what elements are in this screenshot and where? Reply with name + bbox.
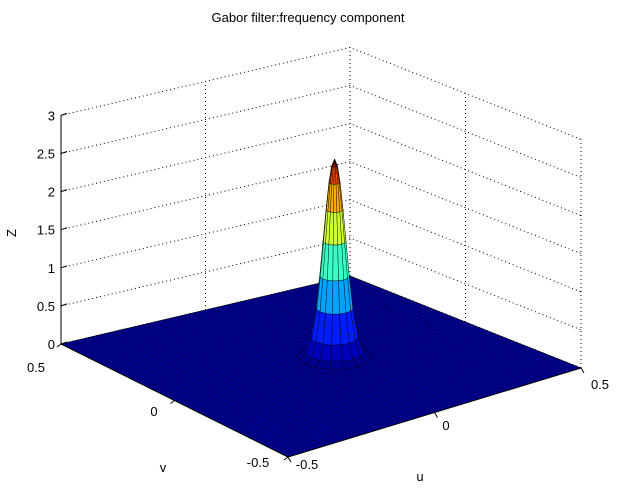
z-tick-mark [60, 227, 68, 231]
z-axis-label: Z [4, 229, 19, 237]
mesh-line [112, 296, 403, 370]
v-tick-mark [56, 343, 62, 348]
z-tick-label: 2.5 [37, 147, 55, 162]
labels: Gabor filter:frequency component00.511.5… [4, 10, 609, 484]
grid-line [60, 237, 582, 331]
v-tick-label: 0 [150, 404, 157, 419]
v-tick-mark [283, 456, 289, 461]
mesh-line [263, 296, 494, 395]
mesh-line [342, 277, 574, 371]
mesh-line [140, 308, 431, 384]
mesh-line [335, 279, 567, 373]
u-tick-mark [580, 367, 585, 374]
peak-face [331, 313, 342, 346]
mesh-line [117, 298, 408, 373]
z-tick-label: 1 [48, 261, 55, 276]
peak [297, 159, 372, 370]
z-tick-mark [60, 303, 68, 307]
v-tick-label: -0.5 [247, 455, 269, 470]
mesh-line [151, 312, 443, 390]
u-tick-label: 0.5 [591, 377, 609, 392]
peak-face [332, 280, 340, 315]
peak-face [329, 361, 345, 370]
z-tick-label: 0.5 [37, 299, 55, 314]
grid-line [60, 84, 582, 178]
chart-title: Gabor filter:frequency component [212, 10, 405, 25]
u-tick-mark [287, 456, 292, 463]
z-tick-label: 0 [48, 337, 55, 352]
peak-face [330, 344, 343, 363]
u-tick-label: -0.5 [296, 457, 318, 472]
z-tick-label: 1.5 [37, 223, 55, 238]
grid-line [60, 46, 582, 140]
mesh-line [270, 294, 501, 393]
mesh-line [146, 310, 437, 387]
axes [56, 112, 585, 463]
v-tick-mark [170, 400, 175, 404]
peak-face [342, 359, 358, 370]
v-tick-label: 0.5 [27, 360, 45, 375]
mesh-line [328, 280, 560, 375]
mesh-line [66, 278, 356, 348]
z-tick-label: 3 [48, 108, 55, 123]
grid-line [60, 123, 582, 217]
mesh-line [321, 282, 552, 378]
u-tick-mark [434, 412, 438, 418]
mesh-line [134, 305, 426, 381]
mesh-line [129, 303, 420, 379]
u-tick-label: 0 [442, 418, 449, 433]
mesh-line [313, 284, 545, 380]
v-axis-label: v [160, 460, 167, 475]
z-tick-mark [60, 151, 68, 154]
mesh-line [123, 301, 414, 376]
z-tick-mark [60, 112, 68, 116]
z-tick-mark [60, 265, 68, 269]
mesh-line [255, 297, 486, 398]
z-tick-mark [60, 341, 68, 345]
mesh-line [72, 280, 362, 350]
z-tick-label: 2 [48, 185, 55, 200]
u-axis-label: u [416, 469, 423, 484]
z-tick-mark [60, 189, 68, 193]
grid-line [60, 161, 582, 255]
